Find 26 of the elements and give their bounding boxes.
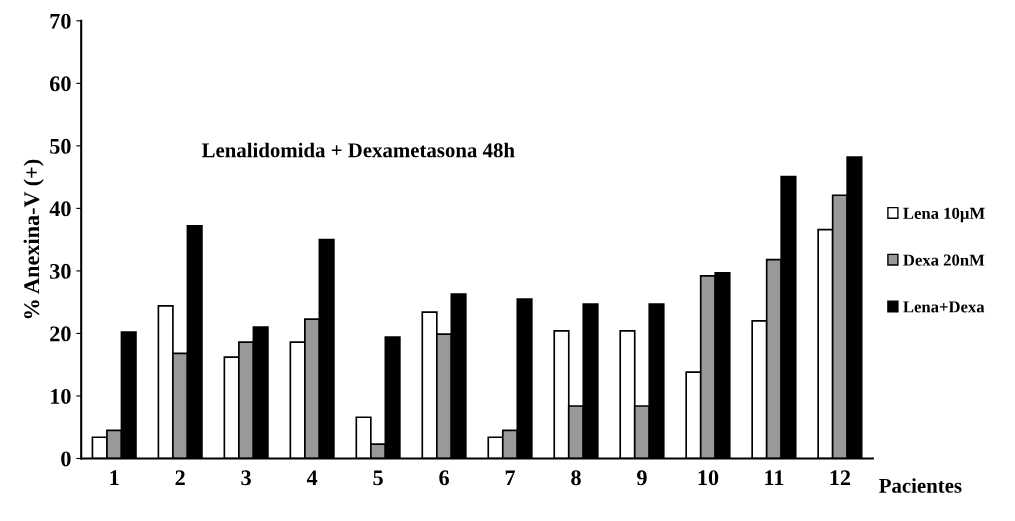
x-axis-title: Pacientes	[879, 478, 962, 493]
x-tick-label: 8	[571, 470, 581, 486]
x-tick-label: 7	[505, 470, 516, 486]
y-tick-label: 30	[50, 263, 71, 279]
y-tick-label: 20	[50, 326, 71, 342]
legend-label: Lena+Dexa	[903, 301, 985, 313]
x-tick-label: 6	[439, 470, 449, 486]
y-tick-label: 60	[50, 76, 71, 92]
x-tick-label: 1	[110, 470, 119, 486]
x-tick-label: 5	[373, 470, 383, 486]
y-tick-label: 40	[49, 201, 71, 217]
x-tick-label: 11	[765, 470, 784, 486]
x-tick-label: 2	[175, 470, 185, 486]
y-tick-label: 0	[61, 451, 71, 467]
legend-label: Dexa 20nM	[903, 254, 985, 266]
y-tick-label: 50	[50, 138, 71, 154]
x-tick-label: 4	[306, 470, 318, 486]
y-tick-label: 10	[51, 388, 71, 404]
x-tick-label: 12	[830, 470, 851, 486]
legend-label: Lena 10µM	[903, 207, 985, 223]
x-tick-label: 9	[637, 470, 647, 486]
x-tick-label: 3	[241, 470, 251, 486]
text: Lenalidomida + Dexametasona 48h	[201, 142, 515, 158]
y-axis-title: % Anexina-V (+)	[23, 159, 44, 319]
y-tick-label: 70	[50, 13, 71, 29]
x-tick-label: 10	[698, 470, 719, 486]
